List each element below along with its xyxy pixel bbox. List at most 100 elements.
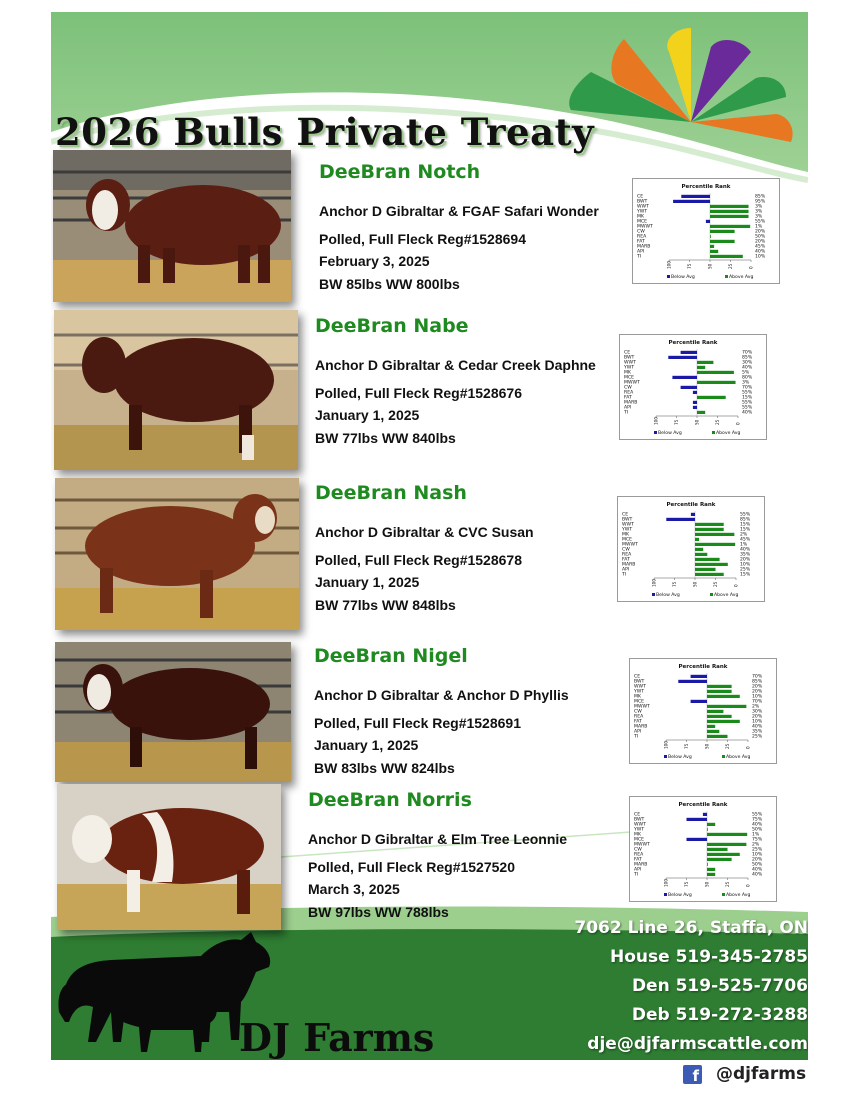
tick-label: 100 — [652, 579, 657, 587]
tick-label: 100 — [664, 741, 669, 749]
chart-title: Percentile Rank — [679, 802, 728, 808]
percentile-label: 20% — [752, 684, 763, 690]
bull-weights: BW 83lbs WW 824lbs — [314, 760, 455, 776]
bull-name: DeeBran Nigel — [314, 645, 468, 667]
tick-label: 75 — [672, 581, 677, 587]
tick-label: 50 — [708, 263, 713, 269]
percentile-label: 15% — [742, 395, 753, 401]
trait-label: TI — [633, 734, 638, 740]
percentile-label: 85% — [752, 679, 763, 685]
bull-weights: BW 85lbs WW 800lbs — [319, 276, 460, 292]
trait-label: YWT — [636, 209, 647, 215]
trait-label: WWT — [624, 360, 636, 366]
bull-image — [53, 150, 291, 302]
percentile-bar — [697, 410, 706, 414]
percentile-bar — [695, 552, 708, 556]
bull-dob: January 1, 2025 — [315, 407, 420, 423]
trait-label: YWT — [621, 527, 632, 533]
percentile-bar — [710, 209, 749, 213]
bull-pedigree: Anchor D Gibraltar & CVC Susan — [315, 524, 534, 540]
tick-label: 75 — [684, 881, 689, 887]
tick-label: 0 — [746, 884, 751, 887]
trait-label: BWT — [637, 199, 648, 205]
legend-swatch-below — [667, 275, 670, 278]
percentile-bar — [697, 365, 706, 369]
trait-label: CW — [634, 709, 642, 715]
trait-label: FAT — [637, 239, 645, 245]
trait-label: MCE — [634, 699, 644, 705]
trait-label: MARB — [634, 862, 647, 868]
trait-label: REA — [624, 390, 634, 396]
tick-label: 0 — [746, 746, 751, 749]
trait-label: API — [624, 405, 631, 411]
percentile-label: 3% — [742, 380, 750, 386]
percentile-bar — [686, 837, 707, 841]
legend-swatch-above — [722, 755, 725, 758]
bull-weights: BW 77lbs WW 848lbs — [315, 597, 456, 613]
percentile-bar — [692, 400, 697, 404]
trait-label: MARB — [624, 400, 637, 406]
legend-swatch-above — [722, 893, 725, 896]
contact-deb-phone: Deb 519-272-3288 — [631, 1005, 808, 1025]
farm-name: DJ Farms — [239, 1015, 435, 1060]
tick-label: 50 — [693, 581, 698, 587]
legend-below-label: Below Avg — [671, 274, 695, 280]
percentile-bar — [707, 847, 728, 851]
tick-label: 100 — [664, 879, 669, 887]
bull-photo-nabe — [54, 310, 298, 470]
percentile-bar — [666, 517, 695, 521]
percentile-bar — [695, 557, 720, 561]
percentile-chart-svg: Percentile Rank CE 70% BWT 85% WWT 20% YWT 20% MK… — [633, 664, 763, 760]
percentile-label: 40% — [752, 872, 763, 878]
percentile-bar — [707, 724, 716, 728]
percentile-bar — [707, 734, 728, 738]
trait-label: MWWT — [634, 842, 650, 848]
percentile-label: 40% — [752, 724, 763, 730]
social-link[interactable]: f @djfarms — [683, 1064, 806, 1084]
percentile-chart-svg: Percentile Rank CE 55% BWT 75% WWT 40% YWT 50% MK… — [633, 802, 763, 898]
trait-label: BWT — [634, 679, 645, 685]
bull-name: DeeBran Nash — [315, 482, 467, 504]
trait-label: TI — [621, 572, 626, 578]
trait-label: YWT — [633, 689, 644, 695]
contact-email[interactable]: dje@djfarmscattle.com — [587, 1034, 808, 1054]
percentile-label: 10% — [752, 719, 763, 725]
chart-title: Percentile Rank — [682, 184, 731, 190]
percentile-label: 55% — [755, 219, 766, 225]
bull-registration: Polled, Full Fleck Reg#1528694 — [319, 231, 526, 247]
trait-label: WWT — [622, 522, 634, 528]
sunburst-logo — [569, 28, 793, 142]
percentile-bar — [710, 249, 719, 253]
facebook-icon[interactable]: f — [683, 1064, 702, 1084]
social-handle[interactable]: @djfarms — [716, 1064, 807, 1084]
percentile-bar — [710, 214, 749, 218]
percentile-bar — [668, 355, 697, 359]
flyer: 2026 Bulls Private Treaty DeeBran Notch … — [51, 12, 808, 1060]
cattle-silhouette — [58, 932, 271, 1052]
percentile-label: 20% — [752, 714, 763, 720]
trait-label: CE — [624, 350, 630, 356]
contact-address: 7062 Line 26, Staffa, ON — [574, 918, 808, 938]
percentile-bar — [672, 375, 697, 379]
percentile-label: 1% — [755, 224, 763, 230]
percentile-label: 45% — [755, 244, 766, 250]
percentile-bar — [707, 862, 708, 866]
trait-label: FAT — [634, 719, 642, 725]
percentile-bar — [710, 254, 743, 258]
percentile-label: 20% — [740, 557, 751, 563]
percentile-chart: Percentile Rank CE 70% BWT 85% WWT 30% YWT 40% MK… — [619, 334, 767, 440]
percentile-bar — [695, 567, 716, 571]
trait-label: CW — [622, 547, 630, 553]
tick-label: 75 — [674, 419, 679, 425]
percentile-bar — [707, 832, 748, 836]
legend-below-label: Below Avg — [668, 754, 692, 760]
legend-below-label: Below Avg — [658, 430, 682, 436]
legend-above-label: Above Avg — [716, 430, 740, 436]
percentile-label: 70% — [752, 674, 763, 680]
page-title: 2026 Bulls Private Treaty — [55, 110, 595, 154]
percentile-label: 35% — [740, 552, 751, 558]
percentile-bar — [707, 689, 732, 693]
trait-label: MCE — [622, 537, 632, 543]
bull-photo-norris — [57, 784, 281, 930]
tick-label: 25 — [725, 881, 730, 887]
